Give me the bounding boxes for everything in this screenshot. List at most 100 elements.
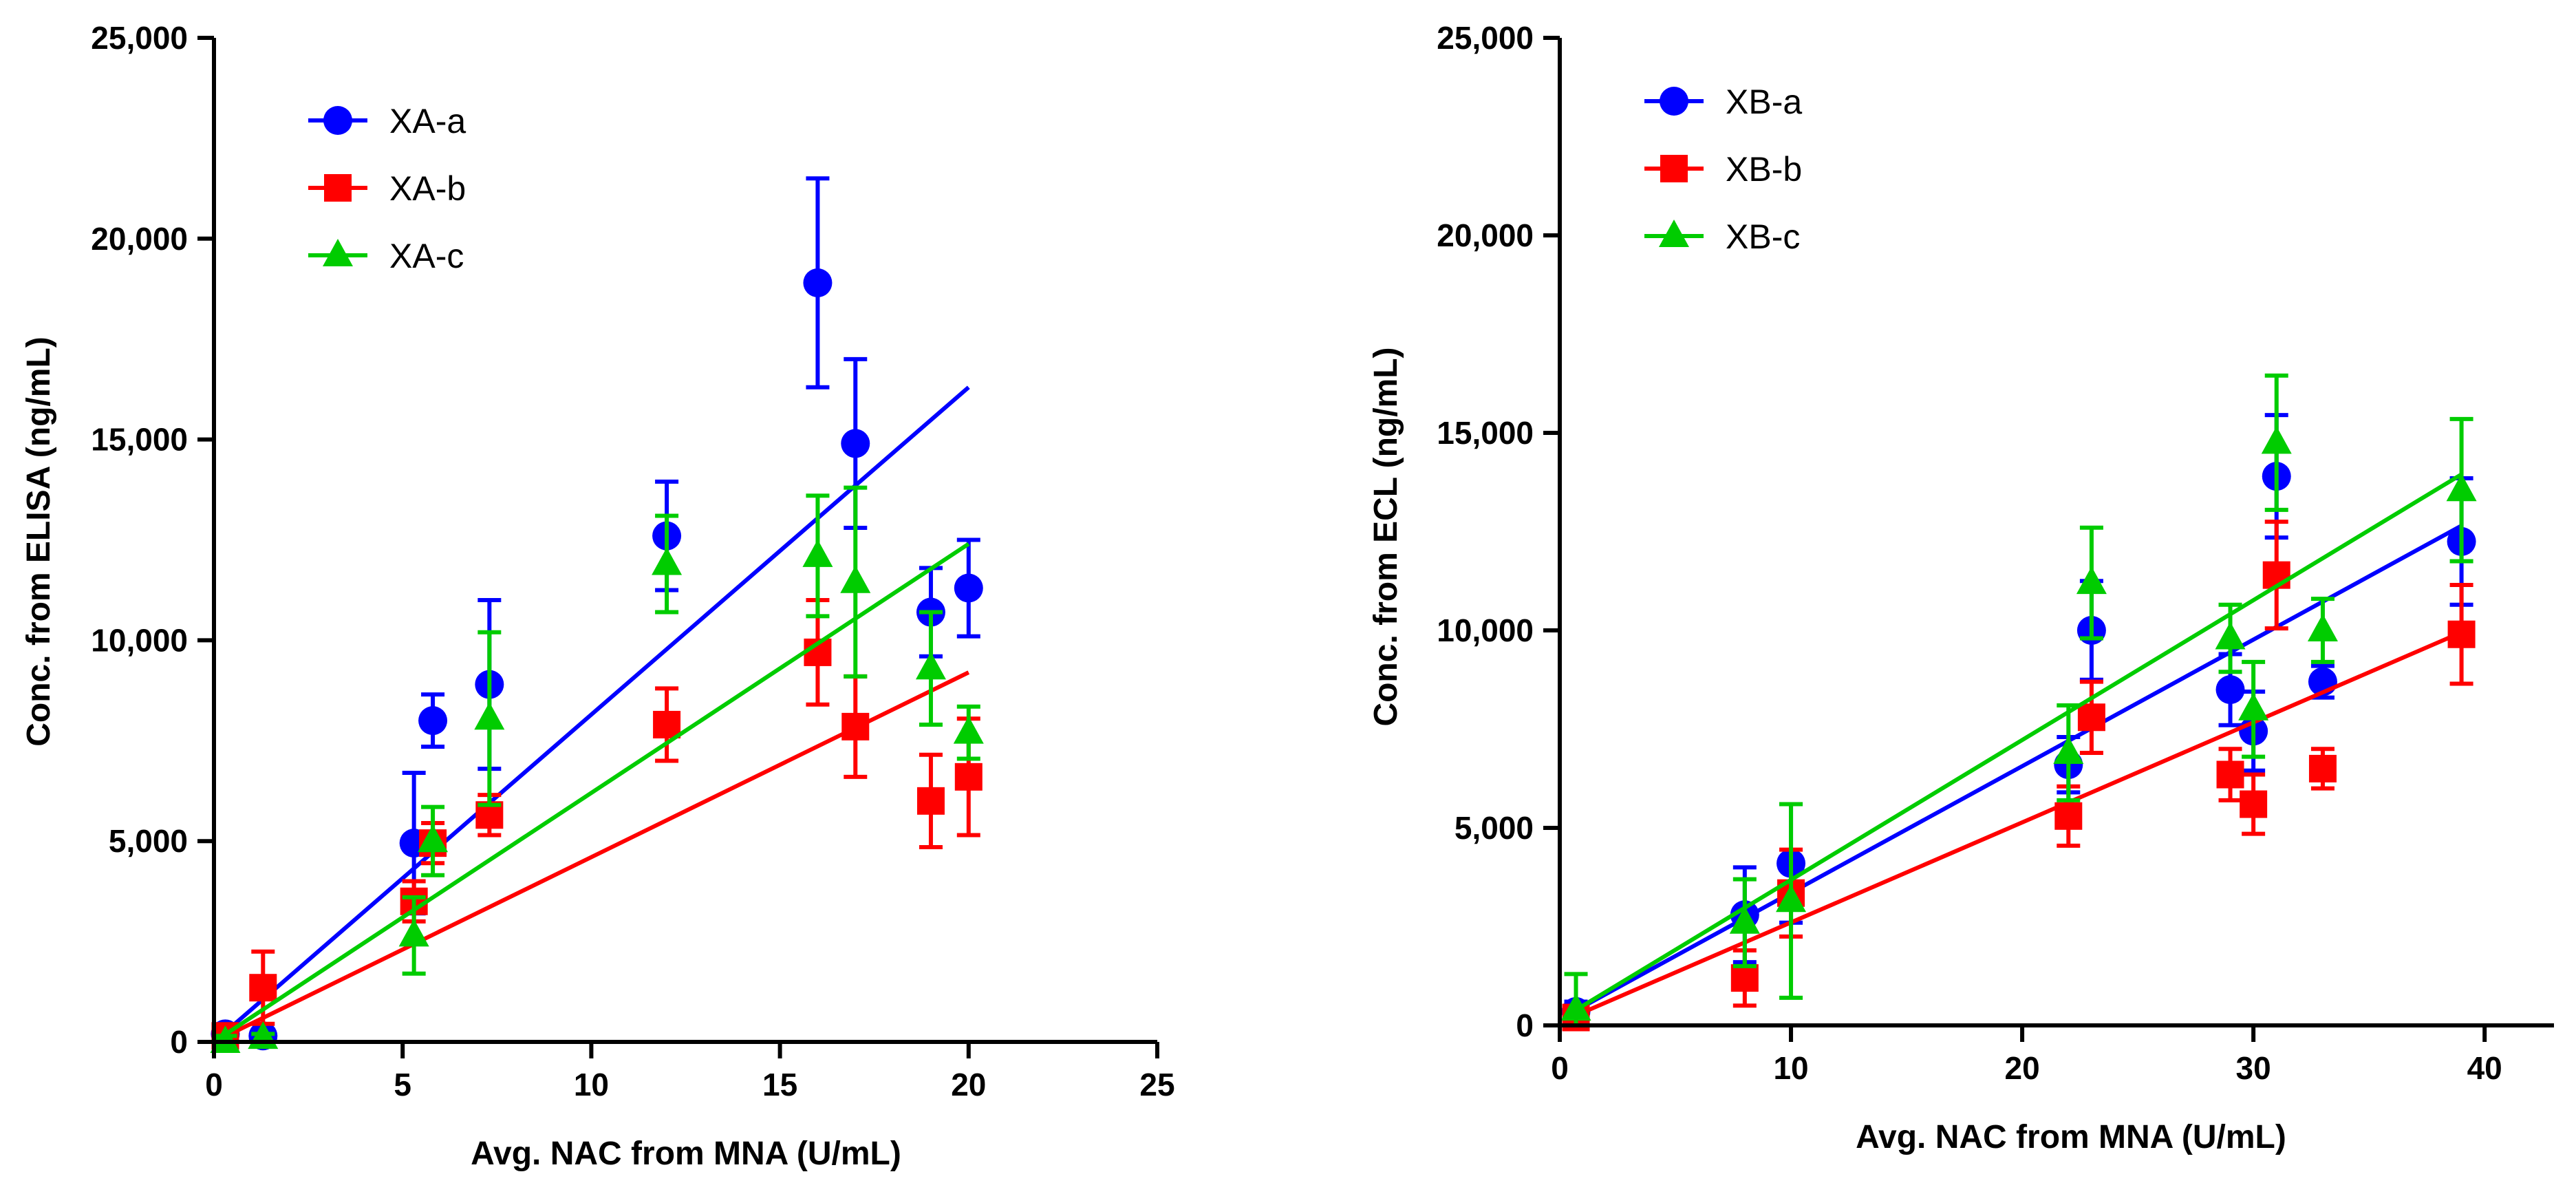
ecl-fit-line-xb-a xyxy=(1565,524,2463,1018)
elisa-fit-line-xa-c xyxy=(213,542,970,1044)
ecl-series-xb-b xyxy=(1562,520,2476,1032)
ecl-point-xb-b xyxy=(1730,964,1759,992)
ecl-point-xb-c xyxy=(2053,736,2084,764)
legend-marker xyxy=(1660,155,1688,182)
elisa-x-axis-title: Avg. NAC from MNA (U/mL) xyxy=(471,1136,901,1172)
elisa-y-tick-label: 15,000 xyxy=(91,422,188,458)
elisa-y-tick-label: 5,000 xyxy=(109,823,188,859)
elisa-point-xa-b xyxy=(954,763,983,791)
elisa-series-xa-b xyxy=(211,598,983,1050)
elisa-point-xa-c xyxy=(398,919,429,947)
ecl-point-xb-c xyxy=(1560,993,1591,1021)
ecl-point-xb-c xyxy=(2307,614,2338,641)
elisa-legend-item-xa-c: XA-c xyxy=(308,237,464,275)
ecl-y-tick-label: 0 xyxy=(1516,1008,1534,1043)
ecl-plot-marks xyxy=(1560,373,2477,1032)
ecl-point-xb-c xyxy=(2261,426,2292,454)
elisa-y-tick-label: 25,000 xyxy=(91,20,188,56)
elisa-point-xa-a xyxy=(418,706,448,736)
ecl-legend: XB-a XB-b XB-c xyxy=(1644,83,1802,256)
elisa-point-xa-b xyxy=(916,787,945,815)
ecl-point-xb-b xyxy=(2308,754,2337,782)
legend-marker xyxy=(324,174,352,202)
elisa-point-xa-a xyxy=(954,573,983,603)
elisa-x-tick-label: 10 xyxy=(574,1067,609,1102)
elisa-point-xa-c xyxy=(652,547,683,575)
elisa-series-xa-a xyxy=(211,176,983,1051)
ecl-legend-item-xb-b: XB-b xyxy=(1644,150,1802,189)
elisa-legend-item-xa-a: XA-a xyxy=(308,102,466,140)
ecl-point-xb-a xyxy=(2215,675,2245,705)
ecl-x-tick-label: 0 xyxy=(1551,1050,1569,1086)
elisa-point-xa-c xyxy=(915,652,946,680)
ecl-fit-line-xb-c xyxy=(1565,472,2463,1018)
ecl-series-xb-c xyxy=(1560,373,2477,1027)
legend-label: XA-b xyxy=(389,169,466,208)
elisa-point-xa-a xyxy=(841,429,870,458)
elisa-y-tick-label: 0 xyxy=(170,1024,188,1060)
elisa-point-xa-b xyxy=(841,712,870,740)
ecl-point-xb-b xyxy=(2216,760,2244,789)
ecl-y-axis-title: Conc. from ECL (ng/mL) xyxy=(1368,347,1404,726)
ecl-axes: 0 10 20 30 40 0 5,000 10,000 15,000 20,000 25,000 xyxy=(1437,20,2554,1086)
elisa-y-axis-title: Conc. from ELISA (ng/mL) xyxy=(21,337,57,747)
ecl-y-tick-label: 20,000 xyxy=(1437,217,1534,253)
ecl-fit-line-xb-b xyxy=(1565,630,2462,1022)
ecl-y-tick-label: 25,000 xyxy=(1437,20,1534,56)
legend-label: XA-c xyxy=(389,237,464,275)
elisa-point-xa-c xyxy=(474,702,505,730)
elisa-point-xa-b xyxy=(249,974,277,1002)
elisa-fit-line-xa-a xyxy=(213,385,970,1044)
elisa-x-tick-label: 15 xyxy=(762,1067,797,1102)
elisa-y-tick-label: 10,000 xyxy=(91,622,188,658)
legend-label: XA-a xyxy=(389,102,466,140)
ecl-x-tick-label: 40 xyxy=(2467,1050,2502,1086)
elisa-y-tick-label: 20,000 xyxy=(91,221,188,257)
elisa-point-xa-a xyxy=(803,268,833,297)
elisa-point-xa-c xyxy=(953,716,984,744)
ecl-legend-item-xb-c: XB-c xyxy=(1644,217,1800,256)
elisa-x-tick-label: 25 xyxy=(1139,1067,1174,1102)
elisa-point-xa-c xyxy=(840,565,871,593)
ecl-point-xb-b xyxy=(2240,790,2268,818)
legend-label: XB-b xyxy=(1726,150,1802,189)
ecl-x-tick-label: 10 xyxy=(1773,1050,1808,1086)
elisa-series-xa-c xyxy=(210,485,984,1053)
ecl-legend-item-xb-a: XB-a xyxy=(1644,83,1802,121)
ecl-point-xb-b xyxy=(2054,802,2083,830)
ecl-point-xb-b xyxy=(2077,703,2105,732)
legend-marker xyxy=(323,106,352,135)
ecl-y-tick-label: 15,000 xyxy=(1437,415,1534,451)
legend-marker xyxy=(1660,87,1688,116)
elisa-x-tick-label: 20 xyxy=(951,1067,986,1102)
elisa-point-xa-c xyxy=(418,824,449,853)
legend-label: XB-a xyxy=(1726,83,1802,121)
elisa-chart: 0 5 10 15 20 25 0 5,000 10,000 15,000 20,000 25,000… xyxy=(21,20,1175,1172)
ecl-x-tick-label: 20 xyxy=(2005,1050,2040,1086)
elisa-x-tick-label: 5 xyxy=(394,1067,411,1102)
ecl-x-axis-title: Avg. NAC from MNA (U/mL) xyxy=(1856,1119,2286,1155)
elisa-axes: 0 5 10 15 20 25 0 5,000 10,000 15,000 20,000 25,000 xyxy=(91,20,1174,1102)
ecl-point-xb-c xyxy=(2215,621,2246,650)
legend-marker xyxy=(323,239,353,266)
elisa-point-xa-c xyxy=(802,539,833,567)
elisa-plot-marks xyxy=(210,176,984,1053)
ecl-y-tick-label: 5,000 xyxy=(1455,810,1534,846)
elisa-legend-item-xa-b: XA-b xyxy=(308,169,466,208)
ecl-point-xb-b xyxy=(2447,620,2476,648)
elisa-point-xa-c xyxy=(210,1025,241,1053)
ecl-point-xb-c xyxy=(2238,692,2269,721)
elisa-x-tick-label: 0 xyxy=(205,1067,223,1102)
legend-label: XB-c xyxy=(1726,217,1800,256)
legend-marker xyxy=(1659,220,1689,247)
ecl-point-xb-c xyxy=(2076,566,2107,595)
ecl-point-xb-c xyxy=(2446,473,2477,502)
ecl-x-tick-label: 30 xyxy=(2236,1050,2271,1086)
ecl-y-tick-label: 10,000 xyxy=(1437,612,1534,648)
elisa-legend: XA-a XA-b XA-c xyxy=(308,102,466,275)
elisa-point-xa-b xyxy=(653,710,681,738)
ecl-chart: 0 10 20 30 4005,00010,00015,00020,00025,000 … xyxy=(1368,20,2554,1155)
ecl-point-xb-c xyxy=(1729,906,1760,934)
ecl-point-xb-c xyxy=(1776,884,1807,913)
